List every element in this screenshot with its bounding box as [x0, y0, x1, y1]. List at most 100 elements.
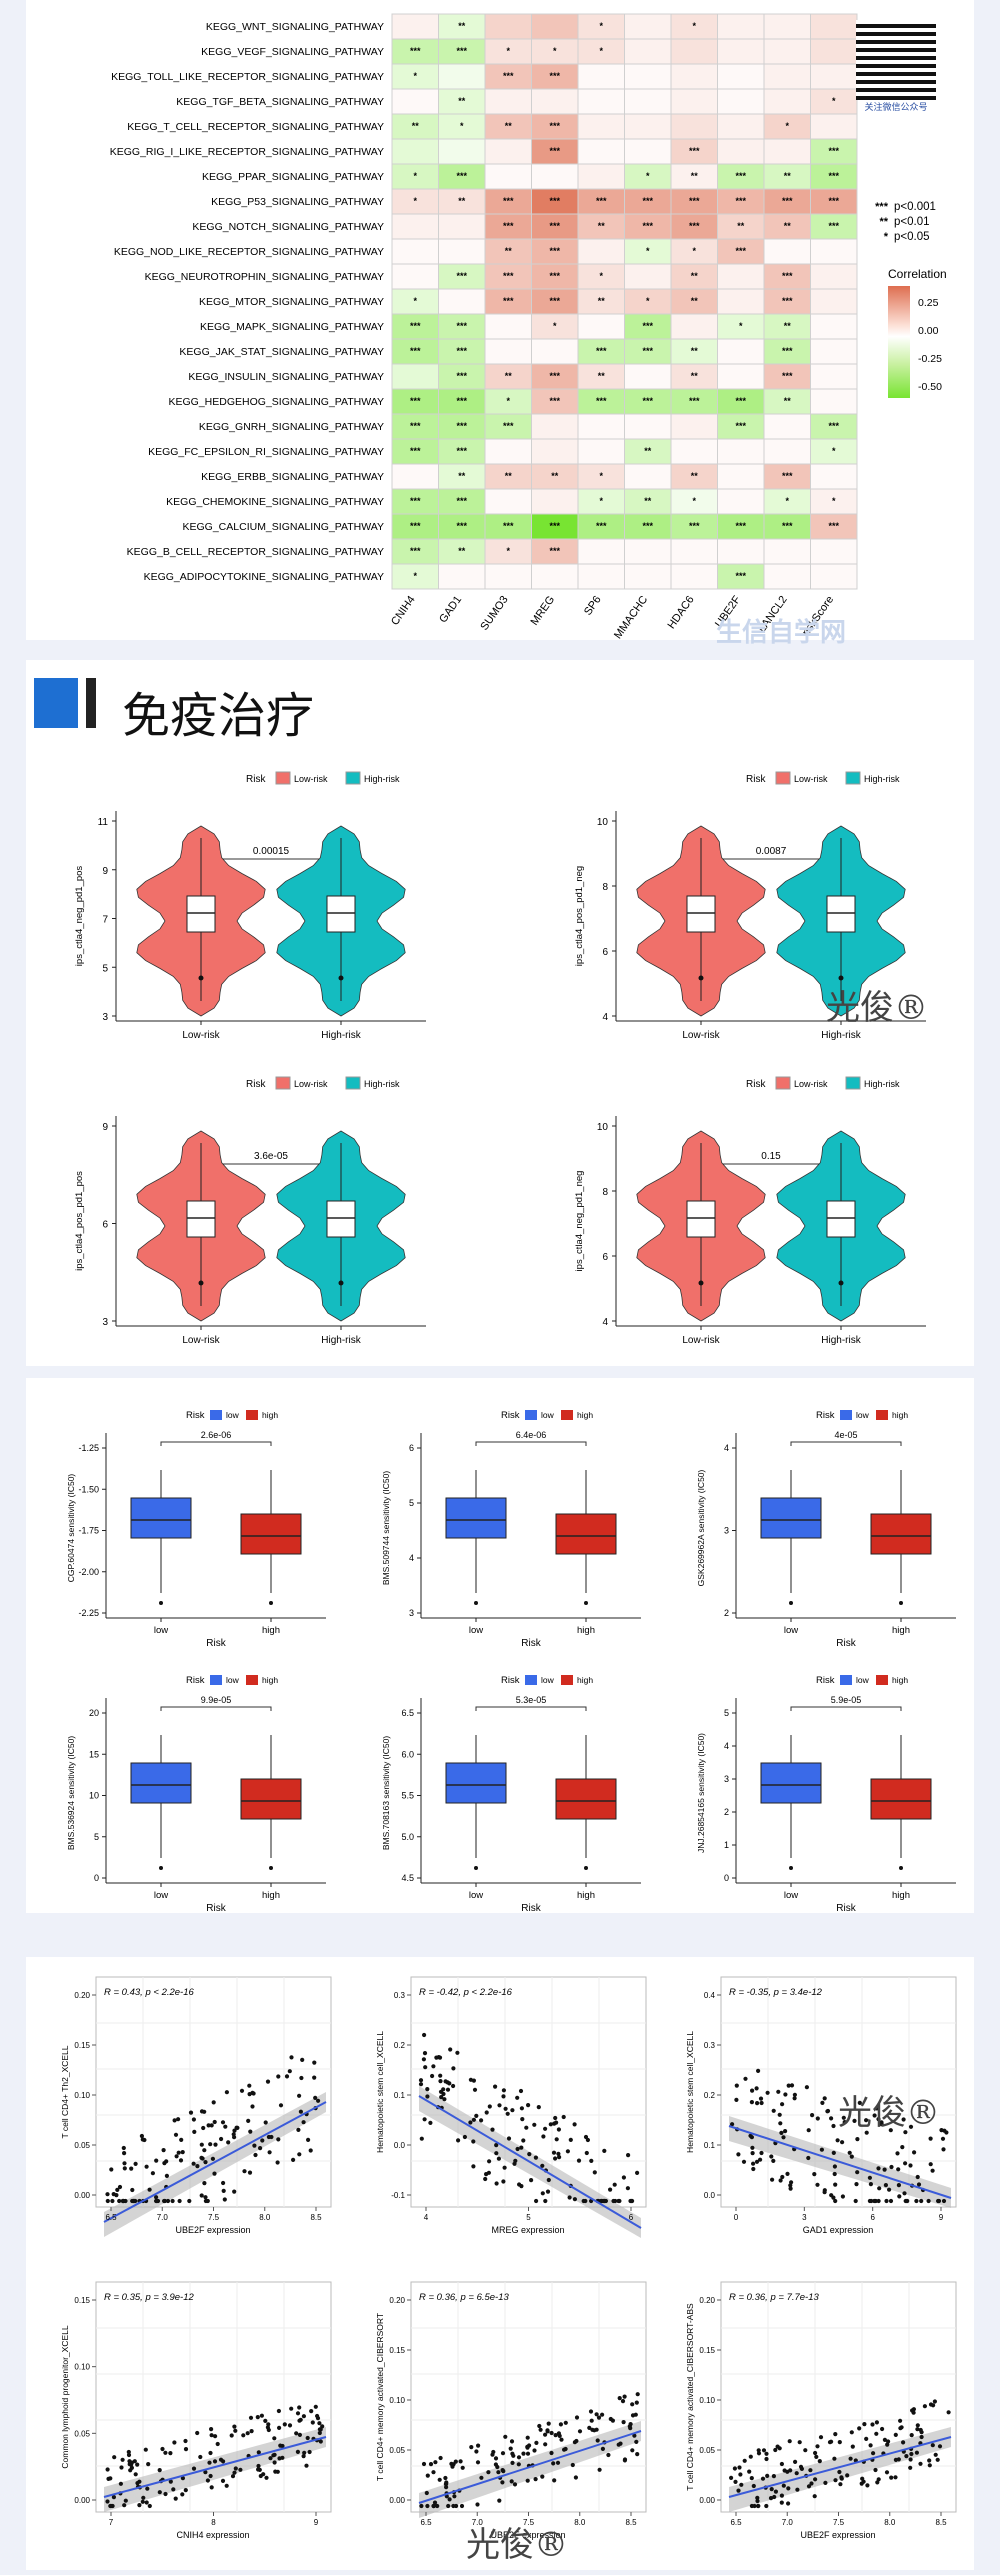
scatter-point — [546, 2177, 551, 2183]
heatmap-star: ** — [784, 321, 792, 331]
scatter-point — [445, 2087, 451, 2092]
heatmap-cell — [810, 63, 858, 90]
scatter-point — [793, 2459, 798, 2464]
violin-box — [326, 1200, 356, 1238]
scatter-point — [889, 2475, 894, 2480]
scatter-point — [267, 2150, 272, 2155]
heatmap-cell — [624, 363, 672, 390]
scatter-ytick-label: 0.3 — [704, 2041, 716, 2050]
scatter-point — [755, 2101, 760, 2106]
drug-box — [240, 1778, 302, 1820]
heatmap-star: ** — [784, 221, 792, 231]
scatter-point — [887, 2187, 892, 2192]
scatter-point — [211, 2100, 216, 2105]
scatter-point — [192, 2129, 197, 2134]
scatter-point — [904, 2454, 909, 2459]
scatter-point — [870, 2422, 875, 2427]
scatter-point — [317, 2430, 322, 2436]
scatter-point — [555, 2460, 561, 2465]
scatter-point — [786, 2083, 791, 2088]
scatter-point — [295, 2449, 300, 2454]
scatter-point — [519, 2106, 524, 2111]
drug-ytick-label: 5.0 — [401, 1832, 414, 1842]
scatter-point — [506, 2136, 512, 2141]
heatmap-cell — [577, 413, 625, 440]
scatter-point — [183, 2447, 189, 2452]
heatmap-star: * — [599, 496, 603, 506]
scatter-xtick-label: 6.5 — [105, 2213, 117, 2222]
scatter-point — [451, 2503, 456, 2509]
scatter-point — [251, 2091, 256, 2096]
heatmap-cell — [438, 63, 486, 90]
watermark-site: 生信自学网 — [716, 617, 847, 647]
heatmap-star: *** — [782, 296, 793, 306]
scatter-point — [733, 2479, 738, 2484]
violin-legend-high-swatch — [845, 771, 861, 785]
heatmap-cell — [531, 338, 579, 365]
drug-pbracket — [790, 1441, 902, 1446]
scatter-point — [278, 2443, 283, 2448]
scatter-xtick-label: 8.5 — [625, 2518, 637, 2527]
drug-outlier — [269, 1601, 273, 1605]
scatter-point — [232, 2470, 237, 2475]
scatter-point — [786, 2486, 791, 2491]
scatter-point — [778, 2121, 783, 2126]
heatmap-star: *** — [642, 321, 653, 331]
scatter-point — [779, 2493, 784, 2498]
scatter-point — [515, 2095, 520, 2100]
scatter-point — [246, 2118, 251, 2123]
scatter-point — [168, 2479, 173, 2484]
heatmap-cell — [763, 438, 811, 465]
heatmap-cell — [484, 13, 532, 40]
scatter-xtick-label: 3 — [802, 2213, 807, 2222]
scatter-point — [119, 2465, 124, 2470]
scatter-point — [130, 2187, 135, 2193]
scatter-point — [568, 2137, 573, 2142]
violin-pvalue: 0.15 — [761, 1151, 781, 1162]
scatter-point — [936, 2198, 942, 2204]
scatter-point — [524, 2125, 529, 2130]
scatter-point — [832, 2456, 837, 2461]
scatter-point — [815, 2444, 820, 2449]
scatter-point — [208, 2450, 213, 2456]
drug-outlier — [789, 1866, 793, 1870]
heatmap-cell — [810, 563, 858, 590]
heatmap-cell — [624, 88, 672, 115]
scatter-point — [199, 2193, 204, 2198]
heatmap-row-label: KEGG_P53_SIGNALING_PATHWAY — [211, 196, 384, 208]
drug-legend-low-swatch — [210, 1410, 222, 1420]
violin-plots: Risk Low-risk High-risk 3 5 7 9 11 ips_ctla4_neg… — [74, 771, 926, 1346]
scatter-point — [849, 2430, 854, 2435]
heatmap-cell — [670, 363, 718, 390]
scatter-point — [133, 2472, 138, 2477]
scatter-point — [423, 2065, 428, 2070]
violin-legend-high-swatch — [345, 1076, 361, 1090]
scatter-point — [172, 2440, 177, 2445]
heatmap-cell — [391, 88, 439, 115]
scatter-point — [785, 2171, 790, 2176]
scatter-ylabel: T cell CD4+ Th2_XCELL — [60, 2045, 70, 2138]
scatter-point — [519, 2184, 524, 2189]
scatter-point — [829, 2193, 834, 2198]
scatter-point — [301, 2120, 306, 2125]
scatter-point — [111, 2495, 116, 2500]
scatter-point — [160, 2446, 165, 2452]
violin-ytick-label: 9 — [102, 866, 108, 877]
heatmap-cell — [577, 338, 625, 365]
scatter-xtick-label: 7.0 — [157, 2213, 169, 2222]
heatmap-row-label: KEGG_TGF_BETA_SIGNALING_PATHWAY — [176, 96, 384, 108]
violin-legend-title: Risk — [246, 1079, 266, 1090]
scatter-point — [941, 2147, 946, 2152]
scatter-point — [421, 2461, 427, 2467]
scatter-point — [831, 2123, 836, 2129]
heatmap-cell — [717, 538, 765, 565]
scatter-point — [857, 2426, 862, 2431]
drug-xlabel: Risk — [836, 1638, 856, 1649]
scatter-point — [783, 2129, 788, 2134]
scatter-plot: R = -0.42, p < 2.2e-16 4 5 6 -0.1 0.0 0.1 0.2 0.… — [375, 1976, 647, 2238]
heatmap-star: *** — [735, 421, 746, 431]
scatter-point — [161, 2148, 166, 2153]
scatter-point — [183, 2488, 188, 2493]
drug-legend-high-swatch — [876, 1410, 888, 1420]
scatter-point — [265, 2079, 271, 2084]
